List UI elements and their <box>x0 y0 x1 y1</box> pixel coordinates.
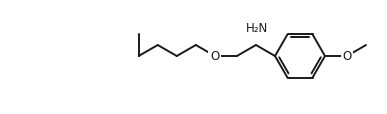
Text: O: O <box>210 50 219 63</box>
Text: H₂N: H₂N <box>246 22 268 35</box>
Text: O: O <box>342 50 352 63</box>
